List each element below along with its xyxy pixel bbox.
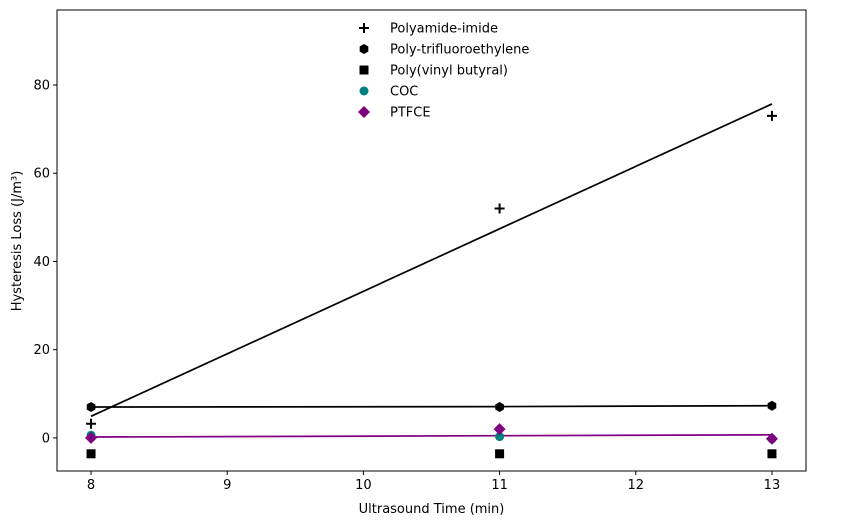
data-point (86, 402, 96, 413)
y-tick-label: 0 (42, 431, 50, 446)
data-point (85, 431, 98, 444)
legend-marker (358, 106, 370, 118)
legend: Polyamide-imide Poly-trifluoroethylene Pol… (358, 22, 529, 121)
data-point (86, 418, 97, 429)
legend-label: Poly(vinyl butyral) (390, 64, 508, 79)
data-point (495, 402, 504, 413)
y-tick-label: 60 (33, 167, 50, 182)
data-point (767, 400, 777, 411)
x-tick-label: 11 (491, 478, 508, 493)
x-tick-label: 12 (627, 478, 644, 493)
y-axis-label: Hysteresis Loss (J/m³) (10, 171, 25, 312)
data-point (493, 423, 506, 436)
x-tick-label: 10 (355, 478, 372, 493)
legend-marker (359, 23, 369, 33)
legend-marker (359, 65, 369, 75)
x-tick-label: 13 (764, 478, 781, 493)
legend-label: Poly-trifluoroethylene (390, 43, 529, 58)
x-axis-label: Ultrasound Time (min) (359, 502, 505, 517)
y-tick-label: 80 (33, 78, 50, 93)
x-tick-label: 8 (87, 478, 95, 493)
data-point (767, 449, 777, 459)
y-tick-label: 20 (33, 343, 50, 358)
x-axis: 8 9 10 11 12 13 (87, 471, 780, 493)
legend-marker (359, 86, 369, 96)
data-point (766, 110, 777, 121)
legend-label: Polyamide-imide (390, 22, 498, 37)
y-tick-label: 40 (33, 255, 50, 270)
data-point (494, 203, 505, 214)
legend-label: PTFCE (390, 106, 431, 121)
plot-area (56, 9, 807, 472)
data-point (86, 449, 96, 459)
legend-label: COC (390, 85, 418, 100)
data-markers (85, 110, 778, 459)
y-axis: 0 20 40 60 80 (33, 78, 57, 446)
data-point (495, 432, 505, 442)
data-point (765, 432, 778, 445)
x-tick-label: 9 (223, 478, 231, 493)
fit-line (90, 103, 773, 418)
data-point (495, 449, 505, 459)
legend-marker (359, 44, 369, 54)
